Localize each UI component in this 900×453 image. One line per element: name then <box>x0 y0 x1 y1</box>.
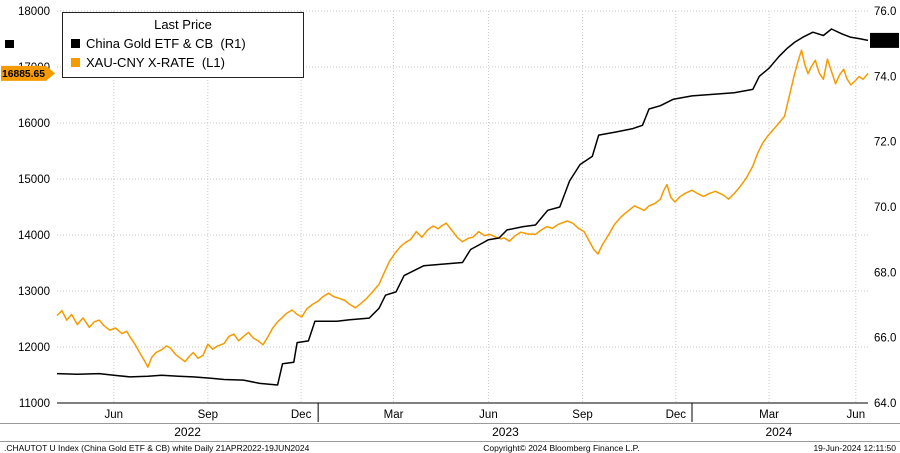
y-axis-left-tick-label: 14000 <box>18 230 50 242</box>
y-axis-right-tick-label: 74.0 <box>874 71 896 83</box>
left-axis-last-price-value: 16885.65 <box>2 69 45 80</box>
x-axis-year-label: 2023 <box>492 425 519 439</box>
y-axis-right-tick-label: 70.0 <box>874 202 896 214</box>
legend-item-xau-cny[interactable]: XAU-CNY X-RATE (L1) <box>71 53 295 72</box>
y-axis-right-tick-label: 68.0 <box>874 267 896 279</box>
y-axis-left-tick-label: 11000 <box>19 398 50 410</box>
x-axis-year-label: 2024 <box>765 425 792 439</box>
series-line-china-gold-etf-cb <box>56 28 869 386</box>
y-axis-right-tick-label: 72.0 <box>874 137 896 149</box>
x-axis-month-label: Sep <box>198 409 218 421</box>
right-axis-last-price-value: 75.1 <box>874 35 895 47</box>
y-axis-right-tick-label: 66.0 <box>874 333 896 345</box>
y-axis-left-tick-label: 13000 <box>18 286 50 298</box>
x-axis-month-label: Sep <box>572 409 592 421</box>
y-axis-left-tick-label: 16000 <box>18 118 50 130</box>
right-axis-last-price-badge <box>870 32 899 48</box>
x-axis-month-label: Dec <box>666 409 687 421</box>
x-axis-month-label: Mar <box>384 409 404 421</box>
x-axis-year-label: 2022 <box>174 425 201 439</box>
series-marker-orange-icon <box>71 58 80 67</box>
legend-title: Last Price <box>154 17 212 32</box>
series-marker-black-icon <box>71 39 80 48</box>
x-axis-month-label: Jun <box>847 409 866 421</box>
x-axis-month-label: Jun <box>479 409 498 421</box>
y-axis-left-tick-label: 12000 <box>18 342 50 354</box>
left-axis-last-price-badge <box>1 65 55 81</box>
series-line-xau-cny-x-rate <box>56 49 869 368</box>
footer-timestamp: 19-Jun-2024 12:11:50 <box>813 443 896 453</box>
legend-label-xau-cny: XAU-CNY X-RATE (L1) <box>86 55 225 70</box>
footer-copyright: Copyright© 2024 Bloomberg Finance L.P. <box>483 443 640 453</box>
y-axis-right-tick-label: 76.0 <box>874 6 896 18</box>
legend-item-china-gold-etf[interactable]: China Gold ETF & CB (R1) <box>71 34 295 53</box>
y-axis-right-tick-label: 64.0 <box>874 398 896 410</box>
footer-security-info: .CHAUTOT U Index (China Gold ETF & CB) w… <box>4 443 310 453</box>
chart-footer: .CHAUTOT U Index (China Gold ETF & CB) w… <box>0 443 900 453</box>
legend-label-china-gold-etf: China Gold ETF & CB (R1) <box>86 36 246 51</box>
x-axis-month-label: Jun <box>104 409 123 421</box>
x-axis-month-label: Mar <box>759 409 779 421</box>
x-axis-month-label: Dec <box>291 409 312 421</box>
y-axis-left-tick-label: 15000 <box>18 174 50 186</box>
y-axis-left-tick-label: 18000 <box>18 6 50 18</box>
left-edge-marker-icon <box>5 40 14 48</box>
chart-legend[interactable]: Last Price China Gold ETF & CB (R1) XAU-… <box>62 12 304 78</box>
